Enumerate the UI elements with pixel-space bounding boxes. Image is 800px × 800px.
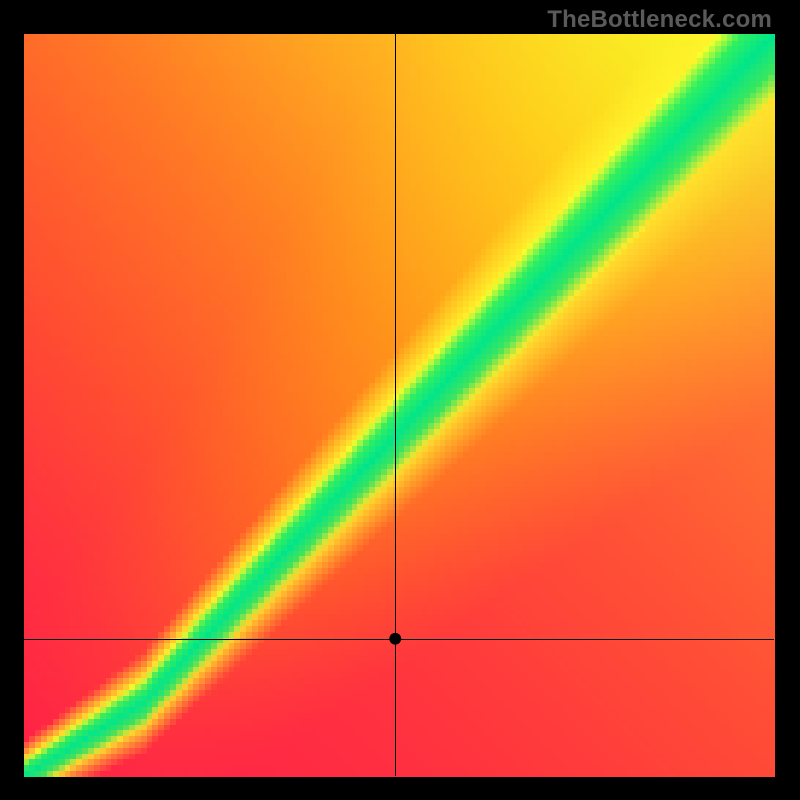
bottleneck-heatmap [0, 0, 800, 800]
watermark-label: TheBottleneck.com [547, 6, 772, 34]
